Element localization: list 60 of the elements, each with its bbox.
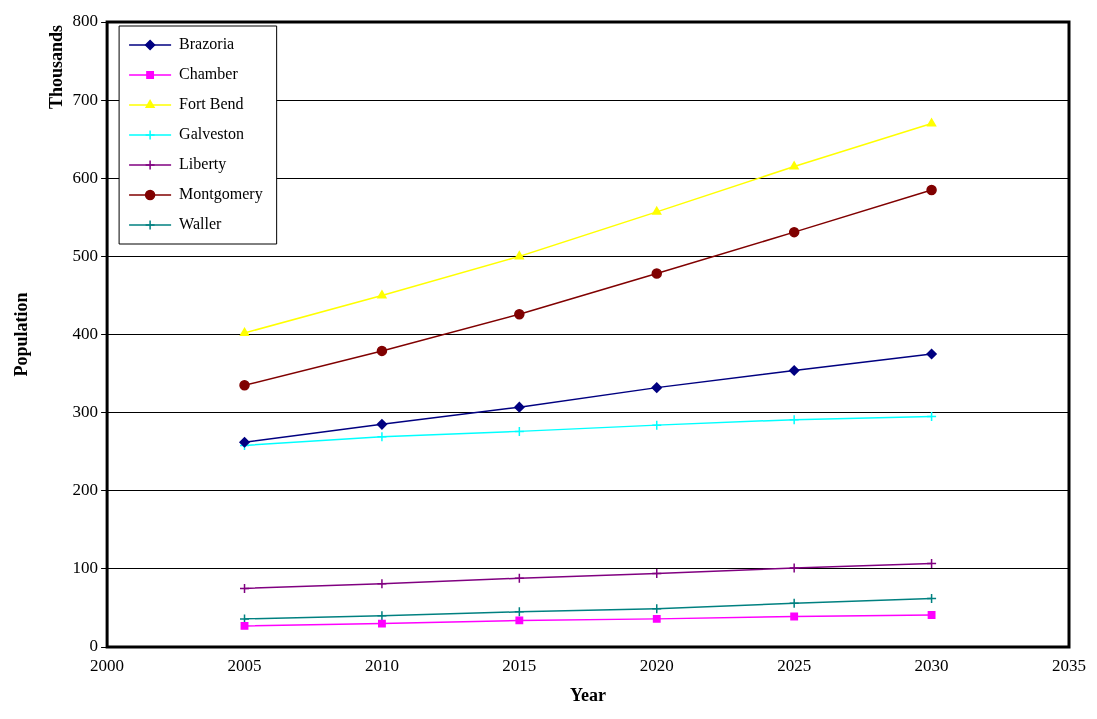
y-tick-label: 500 <box>72 245 99 265</box>
legend-label: Fort Bend <box>179 95 244 113</box>
point <box>651 419 663 431</box>
point <box>926 184 937 196</box>
x-tick-label: 2005 <box>227 655 262 675</box>
legend-label: Galveston <box>179 125 244 143</box>
point <box>788 562 800 574</box>
point <box>514 606 525 618</box>
point <box>926 348 937 360</box>
point <box>788 365 800 376</box>
x-tick-label: 2000 <box>90 655 125 675</box>
x-tick-label: 2030 <box>914 655 949 675</box>
point <box>651 568 663 579</box>
y-tick-label: 300 <box>72 402 99 422</box>
point <box>651 268 663 279</box>
x-tick-label: 2035 <box>1052 655 1086 675</box>
point <box>652 614 661 623</box>
y-tick-label: 200 <box>72 480 99 500</box>
y-tick-label: 700 <box>72 89 99 109</box>
x-tick-label: 2020 <box>639 655 674 675</box>
point <box>788 598 800 609</box>
point <box>790 612 799 621</box>
legend-label: Liberty <box>179 155 227 174</box>
x-axis-title: Year <box>570 684 607 705</box>
y-tick-label: 600 <box>72 167 99 187</box>
point <box>651 382 663 393</box>
point <box>239 327 250 336</box>
point <box>240 621 249 630</box>
point <box>926 118 937 127</box>
point <box>651 603 663 614</box>
point <box>377 290 387 299</box>
point <box>652 206 662 215</box>
y-tick-label: 400 <box>72 323 99 343</box>
x-tick-label: 2025 <box>777 655 812 675</box>
point <box>789 161 799 170</box>
x-tick-label: 2015 <box>502 655 537 675</box>
point <box>514 401 525 413</box>
y-tick-label: 100 <box>72 558 99 578</box>
point <box>376 431 388 443</box>
text: Thousands <box>45 24 66 110</box>
point <box>376 578 388 589</box>
point <box>514 308 525 320</box>
y-tick-label: 800 <box>72 11 99 31</box>
legend-label: Waller <box>179 215 223 233</box>
point <box>927 611 936 619</box>
point <box>239 380 250 391</box>
point <box>788 226 800 238</box>
legend-label: Montgomery <box>179 185 263 204</box>
y-tick-label: 0 <box>89 636 99 656</box>
point <box>788 414 800 425</box>
x-tick-label: 2010 <box>364 655 399 675</box>
point <box>376 610 388 621</box>
point <box>378 619 386 628</box>
legend-label: Chamber <box>179 65 239 83</box>
point <box>515 616 524 625</box>
point <box>376 345 388 357</box>
point <box>514 251 524 260</box>
legend-label: Brazoria <box>179 35 235 53</box>
point <box>376 419 388 430</box>
y-axis-title: Population <box>11 292 32 377</box>
